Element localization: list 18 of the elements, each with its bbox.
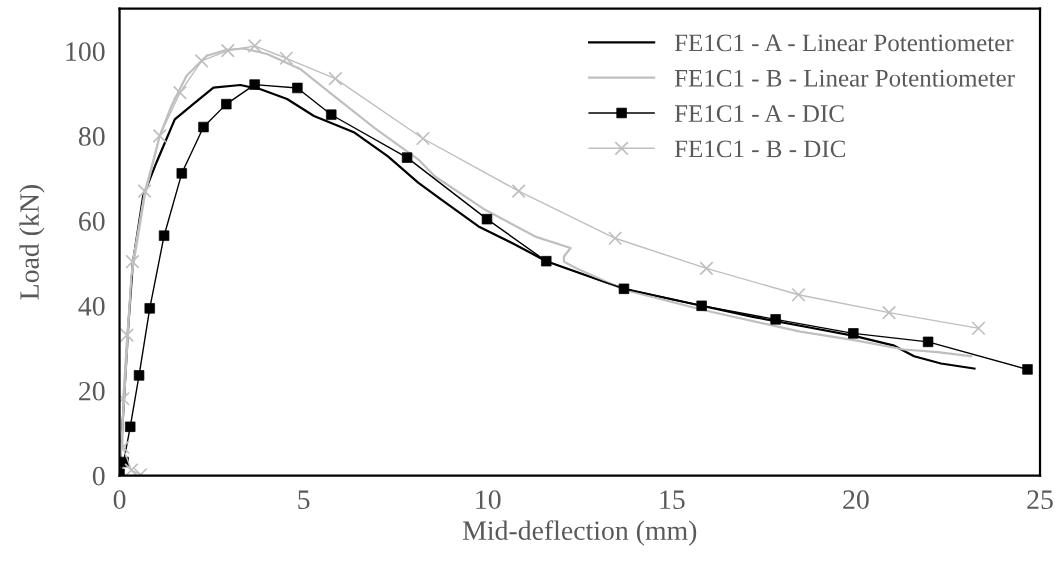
y-axis-title: Load (kN) <box>19 185 45 300</box>
legend-label: FE1C1 - B - DIC <box>674 140 845 158</box>
y-tick-label: 0 <box>92 466 105 486</box>
x-tick-label: 0 <box>113 490 126 510</box>
y-tick-label: 100 <box>66 42 105 61</box>
x-tick-label: 10 <box>476 490 501 510</box>
y-tick-label: 40 <box>78 296 105 316</box>
x-axis-title: Mid-deflection (mm) <box>462 520 697 546</box>
x-tick-label: 5 <box>298 490 310 510</box>
y-tick-label: 80 <box>78 127 105 146</box>
legend-label: FE1C1 - A - DIC <box>674 105 844 122</box>
legend-label: FE1C1 - B - Linear Potentiometer <box>674 69 1015 87</box>
x-tick-label: 25 <box>1027 490 1053 510</box>
y-tick-label: 20 <box>79 381 105 401</box>
x-tick-label: 20 <box>843 490 869 510</box>
legend-label: FE1C1 - A - Linear Potentiometer <box>674 34 1014 52</box>
x-tick-label: 15 <box>660 490 685 510</box>
y-tick-label: 60 <box>79 212 105 231</box>
